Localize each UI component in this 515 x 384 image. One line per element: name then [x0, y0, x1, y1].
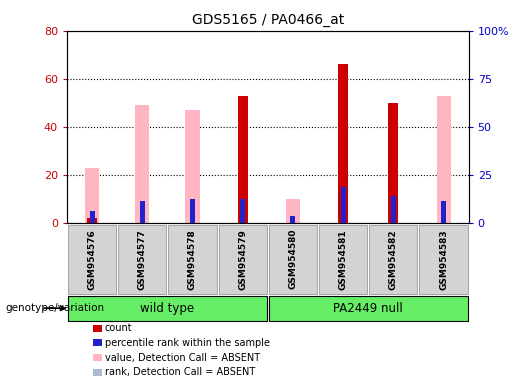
Bar — [338, 64, 348, 223]
Title: GDS5165 / PA0466_at: GDS5165 / PA0466_at — [192, 13, 344, 27]
Text: GSM954578: GSM954578 — [188, 229, 197, 290]
Bar — [286, 199, 300, 223]
Bar — [87, 218, 97, 223]
Bar — [391, 196, 396, 223]
Bar — [238, 96, 248, 223]
Bar — [140, 201, 145, 223]
Text: GSM954583: GSM954583 — [439, 229, 448, 290]
Bar — [340, 187, 346, 223]
Bar — [437, 96, 451, 223]
Text: wild type: wild type — [140, 302, 195, 314]
Text: value, Detection Call = ABSENT: value, Detection Call = ABSENT — [105, 353, 260, 362]
Bar — [185, 110, 199, 223]
Bar — [240, 199, 245, 223]
Bar — [190, 199, 195, 223]
Text: GSM954580: GSM954580 — [288, 229, 297, 290]
Text: GSM954577: GSM954577 — [138, 229, 147, 290]
Text: percentile rank within the sample: percentile rank within the sample — [105, 338, 269, 348]
Text: count: count — [105, 323, 132, 333]
Bar — [441, 201, 446, 223]
Text: GSM954579: GSM954579 — [238, 229, 247, 290]
Text: PA2449 null: PA2449 null — [333, 302, 403, 314]
Text: rank, Detection Call = ABSENT: rank, Detection Call = ABSENT — [105, 367, 255, 377]
Bar — [290, 215, 296, 223]
Bar — [388, 103, 398, 223]
Text: GSM954581: GSM954581 — [339, 229, 348, 290]
Text: GSM954582: GSM954582 — [389, 229, 398, 290]
Bar — [85, 167, 99, 223]
Bar — [90, 211, 95, 223]
Bar — [135, 105, 149, 223]
Bar — [290, 215, 296, 223]
Text: genotype/variation: genotype/variation — [5, 303, 104, 313]
Text: GSM954576: GSM954576 — [88, 229, 96, 290]
Bar — [90, 213, 95, 223]
